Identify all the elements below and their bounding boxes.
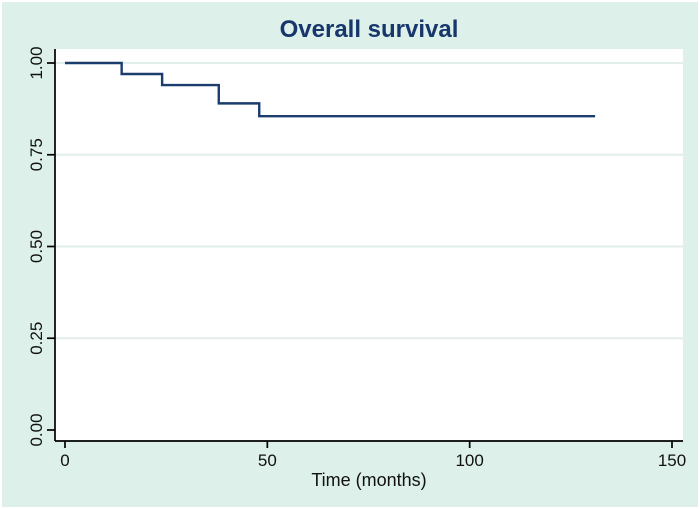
x-tick-label-150: 150 (658, 451, 686, 470)
y-tick-label-0.75: 0.75 (27, 138, 46, 171)
x-tick-label-0: 0 (60, 451, 69, 470)
chart-title: Overall survival (279, 16, 459, 43)
x-tick-label-100: 100 (455, 451, 483, 470)
x-tick-label-50: 50 (258, 451, 277, 470)
x-axis-title: Time (months) (311, 470, 427, 490)
y-tick-label-0.25: 0.25 (27, 322, 46, 355)
survival-curve (65, 61, 596, 118)
y-tick-label-1: 1.00 (27, 46, 46, 79)
y-tick-label-0.5: 0.50 (27, 230, 46, 263)
plot-background (55, 49, 683, 441)
y-tick-label-0: 0.00 (27, 413, 46, 446)
